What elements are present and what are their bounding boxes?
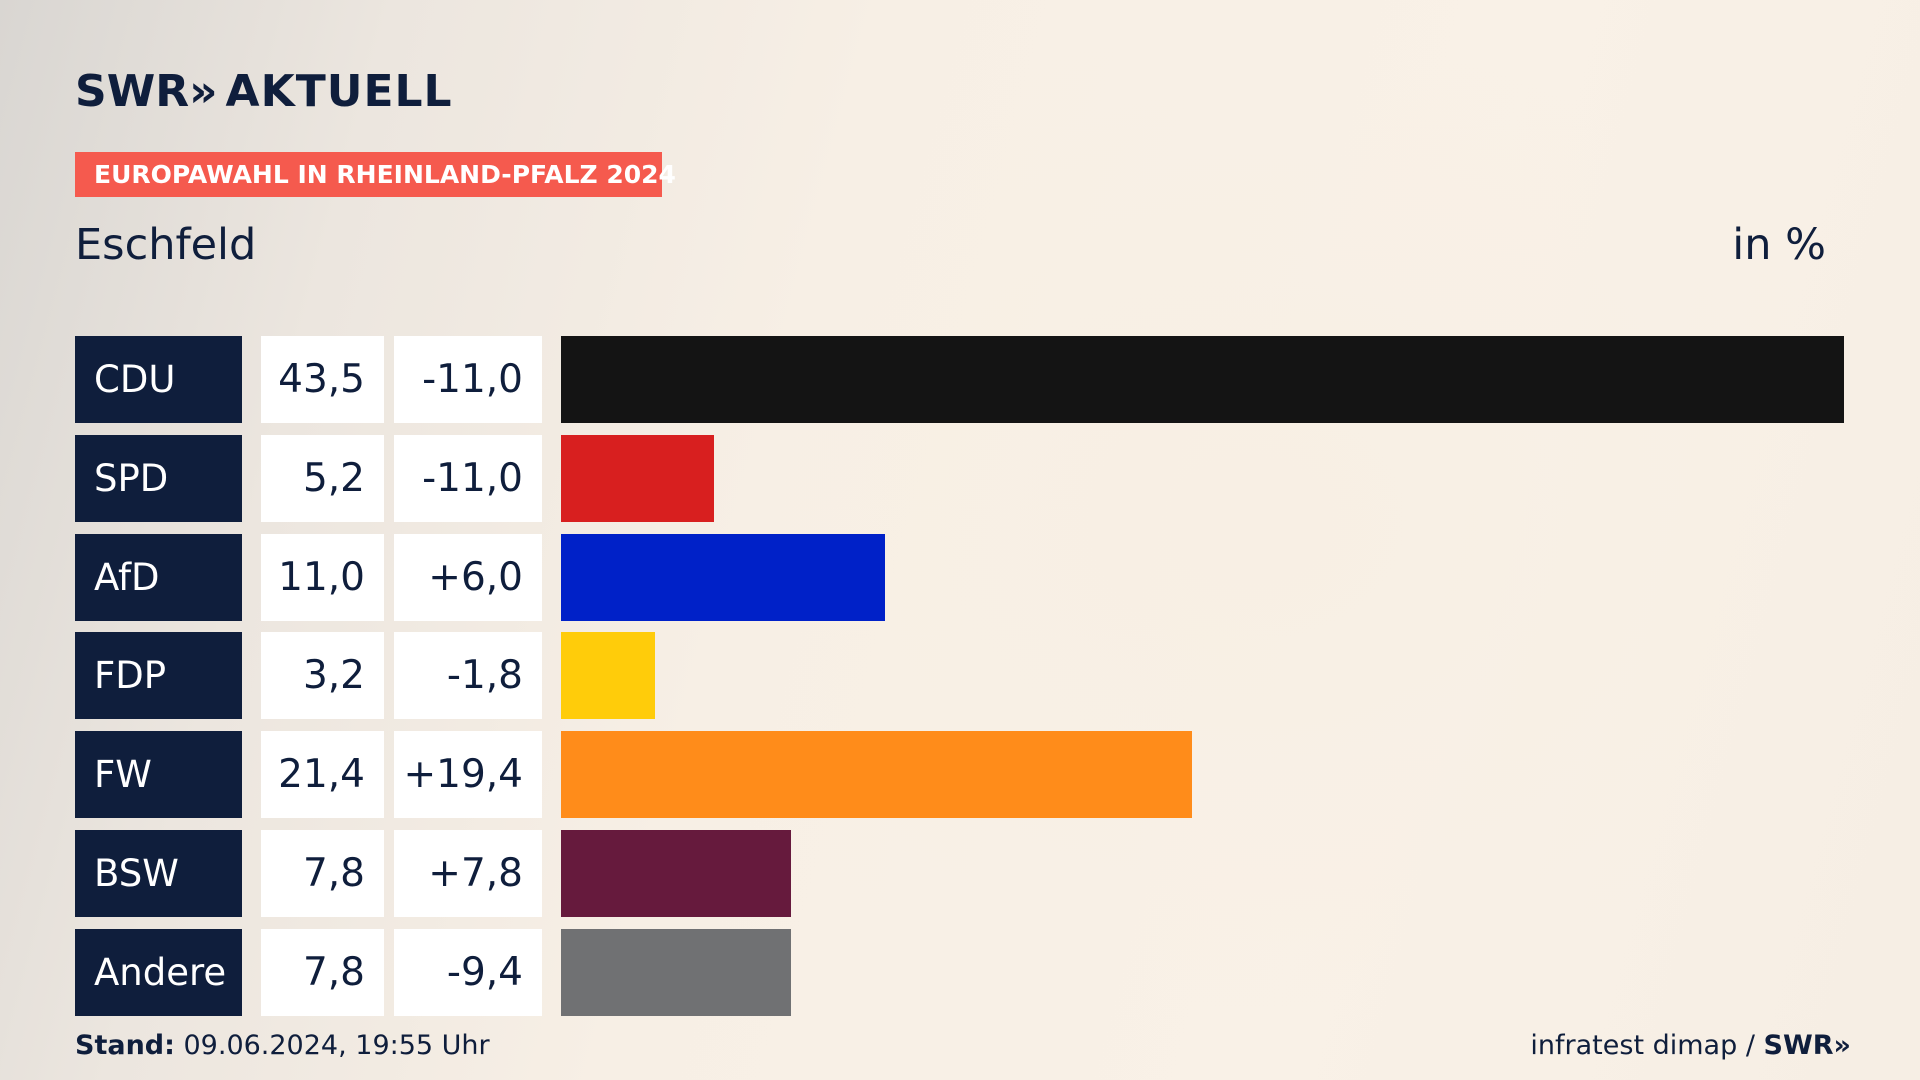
timestamp: Stand: 09.06.2024, 19:55 Uhr bbox=[75, 1030, 490, 1061]
logo-swr: SWR bbox=[75, 66, 190, 117]
result-bar bbox=[561, 929, 791, 1016]
stand-label: Stand: bbox=[75, 1030, 175, 1061]
party-label: SPD bbox=[75, 435, 242, 522]
vote-share-label: 11,0 bbox=[261, 534, 384, 621]
result-row: FDP 3,2 -1,8 bbox=[0, 632, 1920, 719]
result-bar bbox=[561, 435, 714, 522]
place-title: Eschfeld bbox=[75, 220, 257, 270]
result-row: AfD 11,0 +6,0 bbox=[0, 534, 1920, 621]
logo-chevron-icon: » bbox=[189, 66, 218, 117]
change-label: -9,4 bbox=[394, 929, 542, 1016]
change-label: +6,0 bbox=[394, 534, 542, 621]
change-label: +19,4 bbox=[394, 731, 542, 818]
result-bar bbox=[561, 336, 1844, 423]
election-badge: EUROPAWAHL IN RHEINLAND-PFALZ 2024 bbox=[75, 152, 676, 197]
vote-share-label: 7,8 bbox=[261, 830, 384, 917]
party-label: CDU bbox=[75, 336, 242, 423]
change-label: +7,8 bbox=[394, 830, 542, 917]
result-bar bbox=[561, 731, 1192, 818]
vote-share-label: 5,2 bbox=[261, 435, 384, 522]
result-row: CDU 43,5 -11,0 bbox=[0, 336, 1920, 423]
brand-text: SWR bbox=[1763, 1030, 1834, 1061]
unit-label: in % bbox=[1732, 220, 1826, 270]
brand-chevron-icon: » bbox=[1833, 1030, 1852, 1061]
source-credit: infratest dimap / SWR» bbox=[1530, 1030, 1852, 1061]
party-label: Andere bbox=[75, 929, 242, 1016]
change-label: -11,0 bbox=[394, 336, 542, 423]
party-label: AfD bbox=[75, 534, 242, 621]
result-row: Andere 7,8 -9,4 bbox=[0, 929, 1920, 1016]
swr-aktuell-logo: SWR» AKTUELL bbox=[75, 66, 453, 118]
vote-share-label: 7,8 bbox=[261, 929, 384, 1016]
result-bar bbox=[561, 830, 791, 917]
vote-share-label: 43,5 bbox=[261, 336, 384, 423]
swr-brand: SWR» bbox=[1763, 1030, 1852, 1061]
result-bar bbox=[561, 632, 655, 719]
vote-share-label: 21,4 bbox=[261, 731, 384, 818]
result-row: SPD 5,2 -11,0 bbox=[0, 435, 1920, 522]
party-label: BSW bbox=[75, 830, 242, 917]
party-label: FDP bbox=[75, 632, 242, 719]
change-label: -11,0 bbox=[394, 435, 542, 522]
result-row: FW 21,4 +19,4 bbox=[0, 731, 1920, 818]
vote-share-label: 3,2 bbox=[261, 632, 384, 719]
change-label: -1,8 bbox=[394, 632, 542, 719]
source-text: infratest dimap / bbox=[1530, 1030, 1764, 1061]
stand-value: 09.06.2024, 19:55 Uhr bbox=[174, 1030, 490, 1061]
result-bar bbox=[561, 534, 885, 621]
logo-aktuell: AKTUELL bbox=[225, 66, 453, 117]
party-label: FW bbox=[75, 731, 242, 818]
result-row: BSW 7,8 +7,8 bbox=[0, 830, 1920, 917]
